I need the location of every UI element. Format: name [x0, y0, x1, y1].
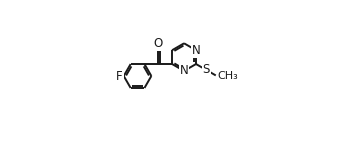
Text: CH₃: CH₃	[217, 71, 238, 81]
Text: N: N	[192, 44, 200, 57]
Text: S: S	[203, 63, 210, 76]
Text: O: O	[154, 37, 163, 50]
Text: F: F	[116, 69, 123, 83]
Text: N: N	[180, 64, 188, 77]
